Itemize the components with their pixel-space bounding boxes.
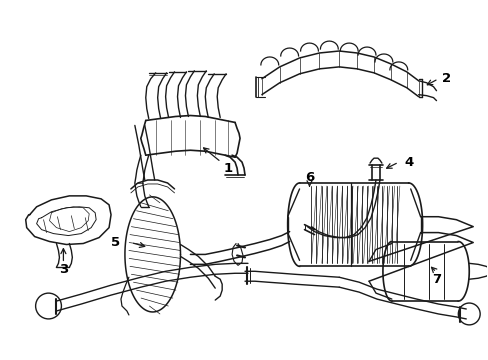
Text: 2: 2	[441, 72, 450, 85]
Text: 7: 7	[431, 273, 440, 286]
Text: 6: 6	[304, 171, 313, 184]
Text: 4: 4	[403, 156, 412, 168]
Text: 5: 5	[111, 236, 121, 249]
Text: 3: 3	[59, 263, 68, 276]
Text: 1: 1	[223, 162, 232, 175]
